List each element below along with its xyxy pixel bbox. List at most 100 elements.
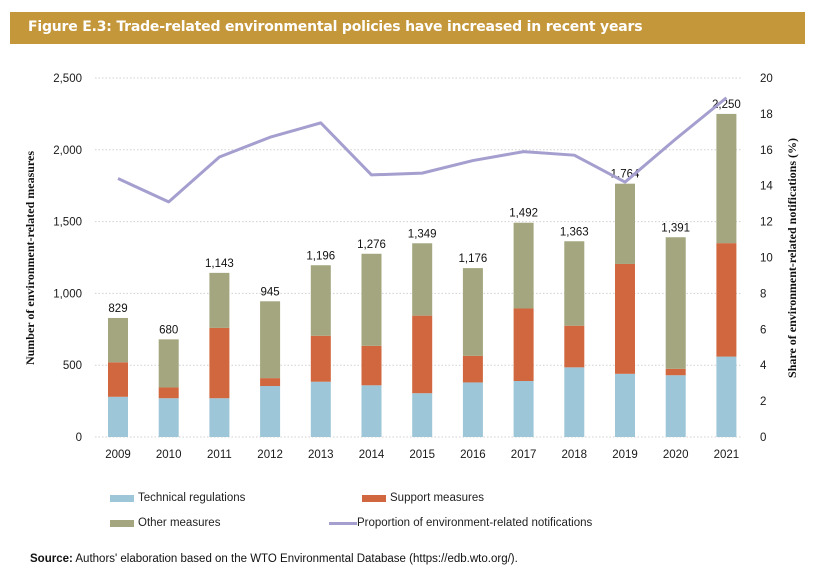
y-tick-label: 1,000 xyxy=(53,288,82,300)
bar-technical-regulations xyxy=(564,367,585,437)
legend-swatch-support xyxy=(362,494,386,502)
legend-item-technical: Technical regulations xyxy=(110,492,245,504)
bar-technical-regulations xyxy=(158,398,179,437)
total-data-label: 945 xyxy=(261,286,280,298)
figure-title-bar: Figure E.3: Trade-related environmental … xyxy=(10,12,805,44)
bar-technical-regulations xyxy=(513,380,534,437)
bar-technical-regulations xyxy=(412,393,433,437)
bar-other-measures xyxy=(513,222,534,309)
y2-tick-label: 12 xyxy=(760,217,773,229)
y2-tick-label: 16 xyxy=(760,145,773,157)
bar-technical-regulations xyxy=(108,396,128,437)
bar-support-measures xyxy=(209,327,230,399)
bar-support-measures xyxy=(158,387,179,399)
y-tick-label: 0 xyxy=(76,432,82,444)
x-tick-label: 2020 xyxy=(663,449,689,461)
left-axis-ticks: 0 500 1,000 1,500 2,000 2,500 xyxy=(53,73,82,444)
bar-support-measures xyxy=(310,335,331,382)
total-data-label: 1,276 xyxy=(357,239,386,251)
x-tick-label: 2014 xyxy=(359,449,385,461)
total-data-label: 1,363 xyxy=(560,226,589,238)
bar-technical-regulations xyxy=(260,386,281,437)
bar-support-measures xyxy=(564,325,585,368)
legend-label: Proportion of environment-related notifi… xyxy=(357,517,593,529)
bar-other-measures xyxy=(260,301,281,379)
bar-technical-regulations xyxy=(615,373,635,437)
legend-item-support: Support measures xyxy=(362,492,484,504)
total-data-label: 1,176 xyxy=(459,253,488,265)
y2-tick-label: 18 xyxy=(760,109,773,121)
y2-tick-label: 2 xyxy=(760,396,766,408)
bar-technical-regulations xyxy=(209,398,230,437)
y2-tick-label: 6 xyxy=(760,324,766,336)
bar-other-measures xyxy=(209,272,230,328)
bar-support-measures xyxy=(108,362,128,397)
bar-other-measures xyxy=(716,113,737,244)
y-tick-label: 500 xyxy=(63,360,82,372)
legend-label: Support measures xyxy=(390,492,484,504)
legend-label: Technical regulations xyxy=(138,492,246,504)
x-tick-label: 2017 xyxy=(511,449,537,461)
bar-support-measures xyxy=(716,243,737,357)
y2-tick-label: 20 xyxy=(760,73,773,85)
bar-technical-regulations xyxy=(361,385,382,437)
bar-other-measures xyxy=(108,317,128,363)
bar-other-measures xyxy=(615,183,635,264)
y2-tick-label: 0 xyxy=(760,432,766,444)
bar-technical-regulations xyxy=(310,381,331,437)
bar-other-measures xyxy=(158,339,179,388)
x-tick-label: 2015 xyxy=(409,449,435,461)
total-labels: 829 680 1,143 945 1,196 1,276 1,349 1,176 1,492 1… xyxy=(108,99,740,336)
bar-support-measures xyxy=(615,263,635,374)
total-data-label: 1,391 xyxy=(661,222,690,234)
figure-title: Figure E.3: Trade-related environmental … xyxy=(28,19,643,35)
y-tick-label: 1,500 xyxy=(53,217,82,229)
x-tick-label: 2011 xyxy=(207,449,232,461)
y2-tick-label: 14 xyxy=(760,181,773,193)
bar-technical-regulations xyxy=(462,382,483,437)
bar-support-measures xyxy=(260,378,281,387)
bar-other-measures xyxy=(310,265,331,336)
source-note: Source: Authors' elaboration based on th… xyxy=(30,553,518,565)
bar-support-measures xyxy=(361,345,382,386)
total-data-label: 1,349 xyxy=(408,228,437,240)
bar-support-measures xyxy=(665,368,686,376)
y2-axis-title: Share of environment-related notificatio… xyxy=(785,138,799,378)
bar-other-measures xyxy=(412,243,433,316)
bar-support-measures xyxy=(462,355,483,383)
x-tick-label: 2012 xyxy=(257,449,283,461)
x-tick-label: 2010 xyxy=(156,449,182,461)
total-data-label: 680 xyxy=(159,324,178,336)
x-tick-label: 2013 xyxy=(308,449,334,461)
bar-technical-regulations xyxy=(665,375,686,437)
bar-other-measures xyxy=(665,237,686,369)
line-series xyxy=(117,96,728,204)
source-label: Source: xyxy=(30,553,73,565)
x-tick-label: 2018 xyxy=(562,449,588,461)
legend-label: Other measures xyxy=(138,517,221,529)
bar-support-measures xyxy=(412,315,433,394)
total-data-label: 829 xyxy=(108,303,127,315)
source-text: Authors' elaboration based on the WTO En… xyxy=(72,553,518,565)
total-data-label: 1,196 xyxy=(306,250,335,262)
x-tick-label: 2019 xyxy=(612,449,638,461)
bar-other-measures xyxy=(361,253,382,346)
x-tick-label: 2009 xyxy=(105,449,131,461)
y-tick-label: 2,000 xyxy=(53,145,82,157)
x-tick-label: 2016 xyxy=(460,449,486,461)
x-axis-ticks: 2009 2010 2011 2012 2013 2014 2015 2016 2017 2018… xyxy=(105,449,739,461)
bar-support-measures xyxy=(513,308,534,381)
total-data-label: 1,143 xyxy=(205,258,234,270)
x-tick-label: 2021 xyxy=(714,449,740,461)
legend-item-other: Other measures xyxy=(110,517,220,529)
legend-swatch-proportion xyxy=(329,521,357,525)
bar-other-measures xyxy=(462,268,483,356)
bar-other-measures xyxy=(564,241,585,326)
bar-technical-regulations xyxy=(716,356,737,437)
legend-swatch-technical xyxy=(110,494,134,502)
bars xyxy=(108,113,737,437)
y2-tick-label: 8 xyxy=(760,288,766,300)
y-axis-title: Number of environment-related measures xyxy=(23,151,37,365)
legend-item-proportion: Proportion of environment-related notifi… xyxy=(329,517,592,529)
